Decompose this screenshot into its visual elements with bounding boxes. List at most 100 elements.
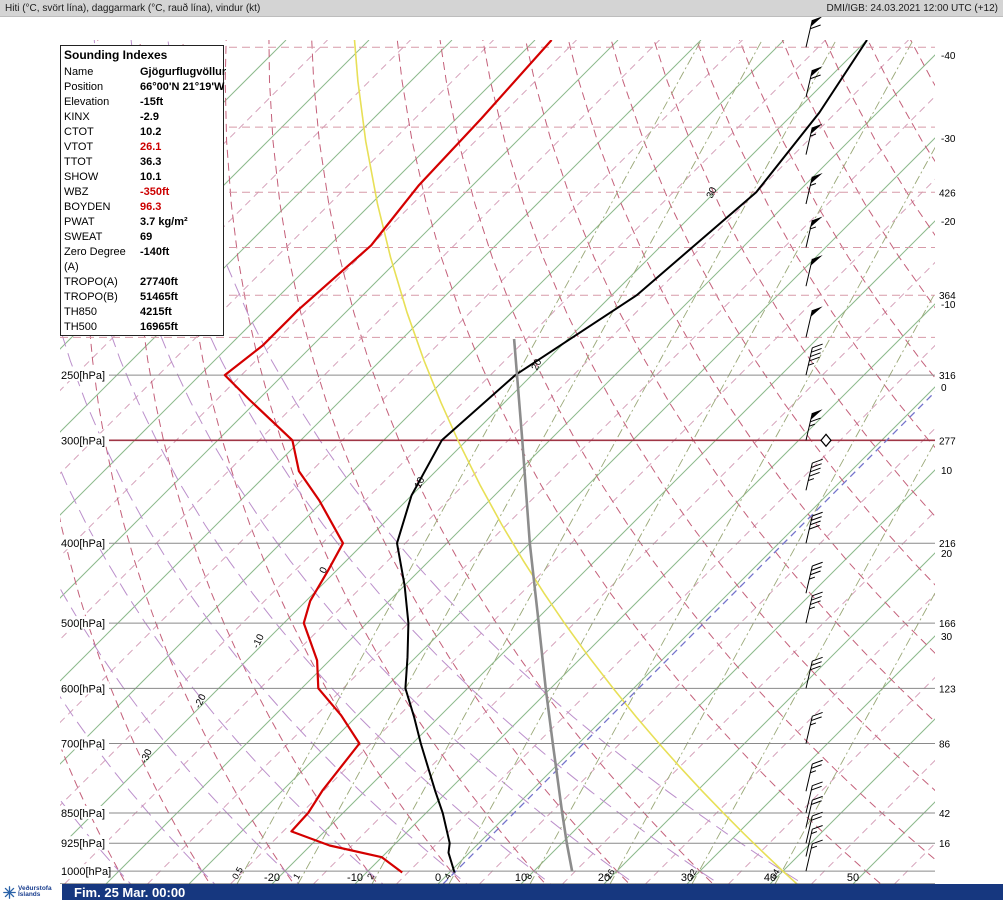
mixing-ratio-label: 4 [442, 872, 453, 881]
index-row-value: 27740ft [140, 276, 178, 288]
index-row-value: 10.1 [140, 171, 162, 183]
logo-text-line2: Íslands [18, 891, 41, 898]
isotherm-right-label: 20 [941, 549, 953, 560]
index-row: SWEAT 69 [61, 230, 223, 245]
index-row-value: 16965ft [140, 321, 178, 333]
index-row-label: SWEAT [64, 231, 103, 243]
height-label: 123 [939, 684, 956, 695]
isotherm-right-label: 0 [941, 383, 947, 394]
index-row: TH500 16965ft [61, 320, 223, 335]
isotherm-right-label: 30 [941, 632, 953, 643]
index-row-label: Name [64, 66, 94, 78]
index-row-label: TROPO(B) [64, 291, 118, 303]
isotherm-right-label: 10 [941, 466, 953, 477]
logo-text-line1: Veðurstofa [18, 884, 52, 892]
index-row: Position 66°00'N 21°19'W [61, 80, 224, 95]
snowflake-logo-icon [3, 885, 16, 899]
temp-tick-label: 10 [515, 872, 527, 884]
legend-text: Hiti (°C, svört lína), daggarmark (°C, r… [5, 2, 261, 14]
adiabat-label: 30 [705, 185, 720, 200]
index-row-value: -140ft [140, 246, 170, 258]
index-row-value: 36.3 [140, 156, 162, 168]
valid-time-bar: Fim. 25 Mar. 00:00 [62, 884, 1003, 900]
index-row: WBZ -350ft [61, 185, 223, 200]
isotherm-right-label: -20 [941, 217, 956, 228]
index-row: TROPO(B) 51465ft [61, 290, 223, 305]
adiabat-label: 0 [318, 565, 331, 575]
index-row: TH850 4215ft [61, 305, 223, 320]
index-row-label: KINX [64, 111, 90, 123]
pressure-label: 500[hPa] [61, 618, 105, 630]
adiabat-label: 20 [530, 357, 545, 372]
index-row-label: WBZ [64, 186, 89, 198]
pressure-label: 600[hPa] [61, 683, 105, 695]
index-row: VTOT 26.1 [61, 140, 223, 155]
index-row-value: -2.9 [140, 111, 159, 123]
index-row-label: Position [64, 81, 104, 93]
freezing-isotherm [442, 391, 935, 884]
index-row-label: TH500 [64, 321, 98, 333]
index-row-label: TTOT [64, 156, 93, 168]
index-row-value: 51465ft [140, 291, 178, 303]
pressure-label: 700[hPa] [61, 738, 105, 750]
index-row: Elevation -15ft [61, 95, 223, 110]
index-row-value: 3.7 kg/m² [140, 216, 188, 228]
mixing-ratio-label: 8 [523, 872, 534, 881]
adiabat-label: -10 [251, 632, 267, 650]
height-label: 316 [939, 371, 956, 382]
pressure-label: 400[hPa] [61, 538, 105, 550]
mixing-ratio-label: 1 [291, 872, 302, 881]
height-label: 426 [939, 188, 956, 199]
vedurstofa-logo: Veðurstofa Íslands [0, 884, 62, 900]
index-row-value: 69 [140, 231, 153, 243]
index-row: BOYDEN 96.3 [61, 200, 223, 215]
adiabat-label: -20 [193, 692, 209, 710]
index-box-rows: Name Gjögurflugvöllur Position 66°00'N 21°1… [61, 65, 227, 335]
height-label: 42 [939, 809, 951, 820]
dewpoint-curve [223, 40, 553, 874]
index-row-label: TH850 [64, 306, 98, 318]
chart-background [60, 40, 935, 884]
temp-tick-label: 0 [435, 872, 441, 884]
height-label: 16 [939, 839, 951, 850]
pressure-label: 1000[hPa] [61, 866, 111, 878]
index-row-label: Elevation [64, 96, 110, 108]
mixing-ratio-label: 32 [685, 867, 699, 881]
temp-tick-label: 20 [598, 872, 610, 884]
logo-text: Veðurstofa Íslands [18, 884, 52, 899]
index-row-value: 26.1 [140, 141, 162, 153]
index-row: KINX -2.9 [61, 110, 223, 125]
mixing-ratio-label: 0.5 [230, 865, 245, 881]
index-row-value: 10.2 [140, 126, 162, 138]
index-box-title: Sounding Indexes [64, 48, 168, 62]
pressure-label: 250[hPa] [61, 370, 105, 382]
pressure-label: 300[hPa] [61, 435, 105, 447]
mixing-ratio-label: 2 [365, 872, 376, 881]
index-row-value: Gjögurflugvöllur [140, 66, 227, 78]
info-bar: Hiti (°C, svört lína), daggarmark (°C, r… [0, 0, 1003, 17]
temperature-curve [396, 40, 868, 873]
temp-tick-label: 50 [847, 872, 859, 884]
valid-time-text: Fim. 25 Mar. 00:00 [74, 884, 186, 900]
index-row-value: 96.3 [140, 201, 162, 213]
index-row-value: -15ft [140, 96, 164, 108]
height-label: 364 [939, 291, 956, 302]
index-row-label: PWAT [64, 216, 95, 228]
height-label: 277 [939, 436, 956, 447]
mixing-ratio-label: 64 [768, 867, 782, 881]
index-row: PWAT 3.7 kg/m² [61, 215, 223, 230]
pressure-label: 925[hPa] [61, 838, 105, 850]
index-row-label: SHOW [64, 171, 99, 183]
standard-atmosphere-curve [512, 338, 574, 872]
isotherm-right-label: -30 [941, 134, 956, 145]
index-row-label: Zero Degree (A) [64, 246, 126, 273]
temp-tick-label: -20 [264, 872, 280, 884]
height-label: 86 [939, 739, 951, 750]
index-row: TTOT 36.3 [61, 155, 223, 170]
highlight-adiabat [353, 40, 799, 884]
index-row-label: CTOT [64, 126, 94, 138]
footer-bar: Veðurstofa Íslands Fim. 25 Mar. 00:00 [0, 884, 1003, 900]
height-label: 216 [939, 539, 956, 550]
